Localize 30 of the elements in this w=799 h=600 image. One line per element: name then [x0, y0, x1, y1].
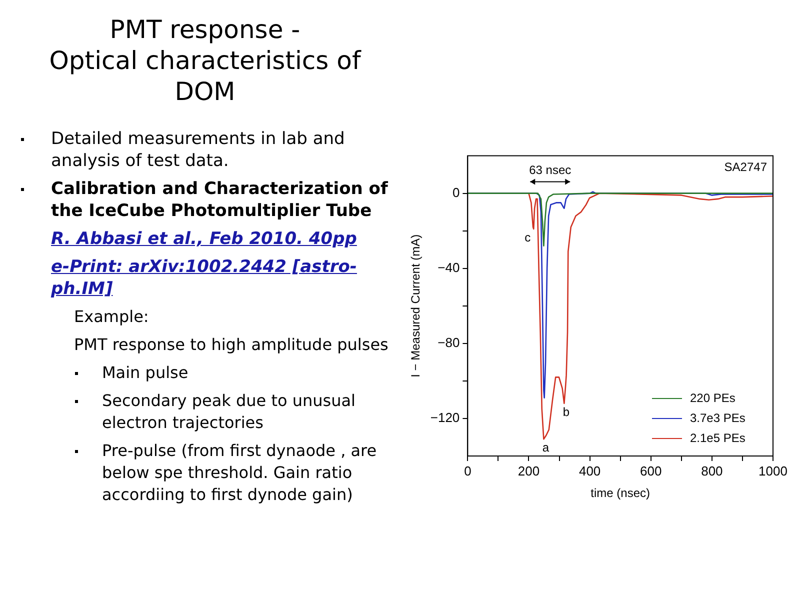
y-tick-label: −80 — [438, 335, 460, 350]
text: Main pulse — [101, 362, 190, 384]
y-tick-label: −40 — [438, 260, 460, 275]
annotation: 63 nsec — [529, 163, 572, 178]
legend-label: 3.7e3 PEs — [690, 411, 746, 425]
annotation: SA2747 — [724, 160, 768, 174]
x-tick-label: 1000 — [758, 463, 788, 478]
x-tick-label: 200 — [518, 463, 540, 478]
text: PMT response to high amplitude pulses — [73, 334, 390, 356]
annotation: c — [524, 230, 531, 244]
text: Example: — [73, 306, 150, 328]
text: Detailed measurements in lab and analysis of test data. — [50, 128, 346, 172]
text: Calibration and Characterization of the IceCube Photomultiplier Tube — [50, 178, 389, 222]
x-axis-title: time (nsec) — [590, 486, 650, 500]
legend-label: 2.1e5 PEs — [690, 431, 746, 445]
x-tick-label: 800 — [701, 463, 723, 478]
annotation: b — [562, 404, 570, 419]
x-tick-label: 600 — [640, 463, 662, 478]
y-tick-label: −120 — [430, 410, 460, 426]
y-tick-label: 0 — [452, 184, 460, 200]
text: R. Abbasi et al., Feb 2010. 40pp — [50, 228, 358, 250]
text: Secondary peak due to unusual electron trajectories — [101, 390, 356, 434]
text: Pre-pulse (from first dynaode , are below spe threshold. Gain ratio accordiing to first dynode gain) — [101, 440, 378, 506]
annotation: a — [542, 440, 550, 454]
y-axis-title: I − Measured Current (mA) — [408, 234, 423, 378]
legend-label: 220 PEs — [690, 391, 736, 405]
text: e-Print: arXiv:1002.2442 [astro-ph.IM] — [50, 256, 358, 300]
x-tick-label: 400 — [578, 463, 601, 478]
text: PMT response - Optical characteristics of DOM — [48, 14, 362, 107]
x-tick-label: 0 — [464, 463, 472, 478]
